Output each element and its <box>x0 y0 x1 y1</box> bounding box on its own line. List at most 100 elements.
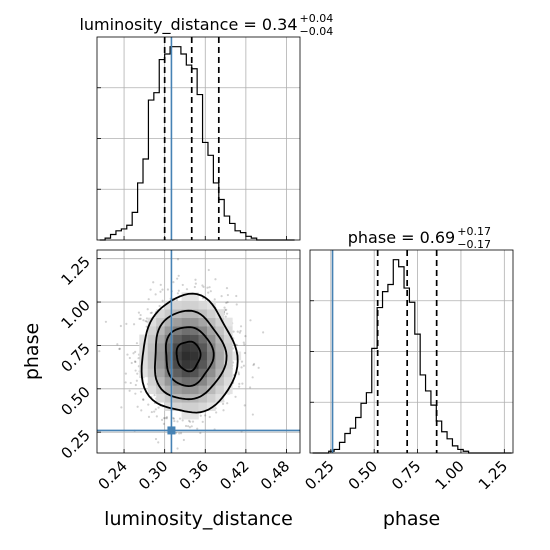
panel-luminosity-distance-hist: luminosity_distance = 0.34 +0.04 −0.04 <box>79 12 334 241</box>
joint-density-cell <box>181 368 191 378</box>
joint-scatter-point <box>235 303 238 306</box>
joint-scatter-point <box>118 347 121 350</box>
joint-density-cell <box>198 351 208 361</box>
joint-density-cell <box>223 343 233 352</box>
joint-scatter-point <box>172 417 176 420</box>
joint-density-cell <box>173 326 182 335</box>
joint-scatter-point <box>235 294 238 298</box>
joint-scatter-point <box>172 281 175 284</box>
joint-density-cell <box>190 376 199 386</box>
joint-scatter-point <box>188 420 192 423</box>
joint-scatter-point <box>124 372 127 375</box>
joint-scatter-point <box>243 351 246 355</box>
joint-scatter-point <box>226 293 229 297</box>
joint-scatter-point <box>225 308 228 311</box>
joint-density-cell <box>164 359 174 369</box>
ld-title: luminosity_distance = 0.34 <box>79 15 297 35</box>
joint-density-cell <box>215 326 225 335</box>
joint-scatter-point <box>142 398 145 401</box>
phase-ytick-label-0: 0.25 <box>57 426 93 462</box>
joint-scatter-point <box>204 414 207 417</box>
joint-scatter-point <box>175 299 179 302</box>
joint-scatter-point <box>238 331 241 334</box>
joint-scatter-point <box>185 288 189 291</box>
joint-scatter-point <box>125 322 128 325</box>
ld-xtick-label-2: 0.36 <box>176 457 212 493</box>
joint-density-cell <box>181 385 191 395</box>
joint-scatter-point <box>134 369 137 372</box>
joint-scatter-point <box>182 438 185 442</box>
joint-scatter-point <box>177 289 180 292</box>
joint-scatter-point <box>191 420 195 423</box>
joint-scatter-point <box>187 425 190 428</box>
phase-title-plus: +0.17 <box>457 225 491 238</box>
joint-scatter-point <box>150 410 153 414</box>
joint-density-cell <box>173 385 182 395</box>
joint-density-cell <box>206 376 216 386</box>
joint-truth-marker <box>167 426 176 435</box>
joint-scatter-point <box>225 287 229 290</box>
joint-scatter-point <box>124 381 127 384</box>
ld-title-plus: +0.04 <box>300 12 334 25</box>
joint-density-cell <box>198 385 208 395</box>
joint-density-cell <box>173 402 182 412</box>
joint-scatter-point <box>241 382 244 385</box>
phase-hist-grid <box>310 250 513 453</box>
joint-contour-0 <box>175 340 202 373</box>
joint-scatter-point <box>252 363 255 367</box>
joint-scatter-point <box>145 320 148 323</box>
joint-density-cell <box>206 317 216 327</box>
phase-xtick-label-1: 0.50 <box>345 457 381 493</box>
joint-density-cell <box>181 326 191 335</box>
joint-density-cell <box>223 317 233 327</box>
joint-scatter-point <box>174 473 176 475</box>
joint-scatter-point <box>208 415 211 419</box>
panel-joint-density: 0.24 0.30 0.36 0.42 0.48 0.25 0.50 0.75 1.00 1.25 <box>57 249 301 493</box>
joint-density-cell <box>190 343 199 352</box>
phase-xtick-label-4: 1.25 <box>475 457 511 493</box>
joint-scatter-point <box>149 288 152 291</box>
phase-ytick-label-1: 0.50 <box>57 383 93 419</box>
joint-frame <box>96 249 301 454</box>
joint-scatter-point <box>154 408 157 411</box>
joint-scatter-point <box>134 350 137 353</box>
joint-scatter-point <box>172 416 175 420</box>
joint-density-cell <box>181 359 191 369</box>
panel-phase-hist: 0.25 0.50 0.75 1.00 1.25 phase = 0.69 +0.17 … <box>301 225 514 493</box>
joint-scatter-point <box>144 319 147 323</box>
joint-scatter-point <box>118 347 121 351</box>
joint-scatter-point <box>208 286 211 289</box>
joint-density-cell <box>223 376 233 386</box>
joint-density-cell <box>156 385 165 395</box>
joint-density-cell <box>164 309 174 318</box>
phase-title-main: phase = 0.69 <box>348 228 455 247</box>
phase-title: phase = 0.69 <box>348 228 455 247</box>
joint-scatter-point <box>139 317 142 320</box>
joint-density-cell <box>206 385 216 395</box>
joint-scatter-point <box>181 283 184 287</box>
joint-density-cell <box>164 334 174 344</box>
joint-density-cell <box>215 317 225 327</box>
joint-density-cell <box>215 359 225 369</box>
joint-density-cell <box>173 359 182 369</box>
joint-scatter-point <box>242 341 245 344</box>
joint-density-cell <box>139 351 149 361</box>
joint-density-cell <box>198 376 208 386</box>
joint-scatter-point <box>223 306 226 309</box>
ld-quantile-lines <box>163 37 220 240</box>
joint-scatter-point <box>161 299 164 302</box>
joint-scatter-point <box>184 424 188 428</box>
joint-scatter-point <box>154 437 158 441</box>
joint-scatter-point <box>116 343 119 346</box>
joint-density-cell <box>198 402 208 412</box>
joint-scatter-point <box>226 402 229 405</box>
joint-density-cell <box>190 368 199 378</box>
joint-density-cell <box>139 334 149 344</box>
joint-scatter-point <box>242 364 245 367</box>
joint-scatter-point <box>181 419 184 422</box>
joint-scatter-point <box>226 301 229 304</box>
joint-scatter-point <box>236 330 239 333</box>
joint-density-cell <box>190 317 199 327</box>
joint-scatter-point <box>251 376 254 379</box>
joint-density-cell <box>198 300 208 310</box>
